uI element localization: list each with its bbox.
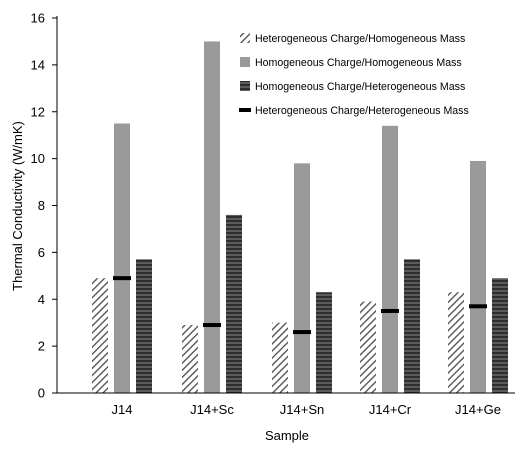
legend-label: Heterogeneous Charge/Heterogeneous Mass [255,105,469,117]
bar-solid-4 [470,160,486,393]
y-tick-label: 0 [38,386,45,401]
bar-solid-3 [382,125,398,393]
legend-label: Homogeneous Charge/Homogeneous Mass [255,57,462,69]
bar-horizontal-hatch-0 [136,259,152,393]
legend-swatch-solid [240,57,250,67]
legend-swatch-diagonal-hatch [240,33,250,43]
legend-label: Heterogeneous Charge/Homogeneous Mass [255,33,465,45]
marker-2 [293,330,311,335]
bar-diagonal-hatch-1 [182,325,198,393]
bar-horizontal-hatch-2 [316,292,332,393]
bar-horizontal-hatch-1 [226,214,242,393]
y-tick-label: 4 [38,292,45,307]
bar-horizontal-hatch-3 [404,259,420,393]
x-tick-label: J14 [112,402,133,417]
y-axis-title: Thermal Conductivity (W/mK) [10,121,25,291]
bar-solid-0 [114,123,130,393]
marker-1 [203,323,221,328]
legend-swatch-horizontal-hatch [240,81,250,91]
bar-horizontal-hatch-4 [492,278,508,393]
bar-solid-2 [294,163,310,393]
y-tick-label: 16 [31,11,45,26]
y-tick-label: 10 [31,151,45,166]
marker-4 [469,304,487,309]
bar-diagonal-hatch-3 [360,301,376,393]
marker-3 [381,308,399,313]
y-tick-label: 6 [38,245,45,260]
x-tick-label: J14+Sn [280,402,324,417]
x-axis-title: Sample [265,428,309,443]
bar-solid-1 [204,41,220,393]
x-tick-label: J14+Cr [369,402,412,417]
marker-0 [113,276,131,281]
legend-label: Homogeneous Charge/Heterogeneous Mass [255,81,465,93]
y-tick-label: 14 [31,57,45,72]
bar-diagonal-hatch-0 [92,278,108,393]
x-tick-label: J14+Ge [455,402,501,417]
x-tick-label: J14+Sc [190,402,234,417]
y-tick-label: 12 [31,104,45,119]
y-tick-label: 8 [38,198,45,213]
bar-diagonal-hatch-2 [272,322,288,393]
legend-swatch-marker [239,108,251,112]
bar-diagonal-hatch-4 [448,292,464,393]
y-tick-label: 2 [38,339,45,354]
